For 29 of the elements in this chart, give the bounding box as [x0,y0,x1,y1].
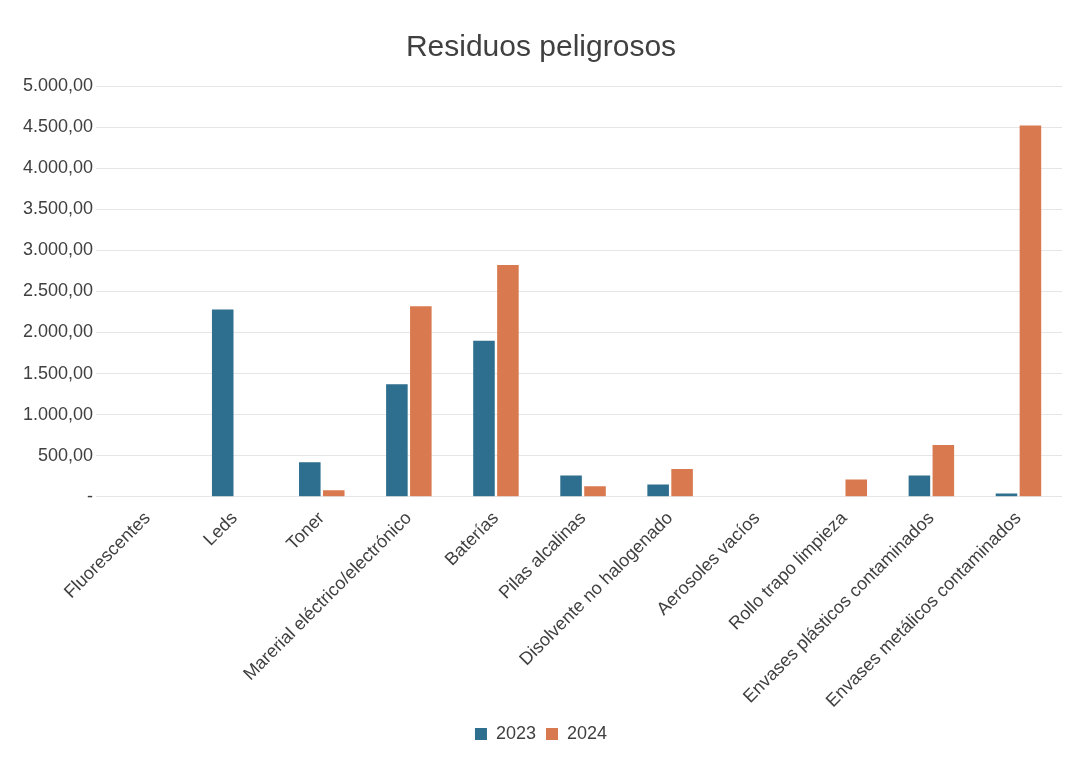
bar [473,340,495,497]
legend-label: 2023 [495,722,536,743]
bar [584,486,606,497]
bar [322,490,345,497]
bar [1019,125,1042,497]
bar [497,265,519,497]
bar [560,475,582,497]
y-tick-label: 1.000,00 [22,403,94,424]
y-tick-label: 3.000,00 [22,239,94,260]
y-tick-label: - [87,485,94,506]
chart-title: Residuos peligrosos [405,29,677,63]
bar [211,309,234,497]
legend-label: 2024 [567,722,608,743]
y-tick-label: 2.500,00 [22,280,94,301]
bar [386,384,408,497]
bar [647,484,669,497]
bar [410,306,432,497]
bar [299,462,321,497]
bar [671,468,693,497]
y-tick-label: 4.500,00 [22,116,94,137]
y-tick-label: 5.000,00 [22,74,94,95]
bar [932,445,955,497]
y-tick-label: 500,00 [38,444,94,465]
y-tick-label: 3.500,00 [22,198,94,219]
y-tick-label: 2.000,00 [22,321,94,342]
bar [845,479,868,497]
y-tick-label: 1.500,00 [22,362,94,383]
bar [908,475,931,497]
y-tick-label: 4.000,00 [22,157,94,178]
